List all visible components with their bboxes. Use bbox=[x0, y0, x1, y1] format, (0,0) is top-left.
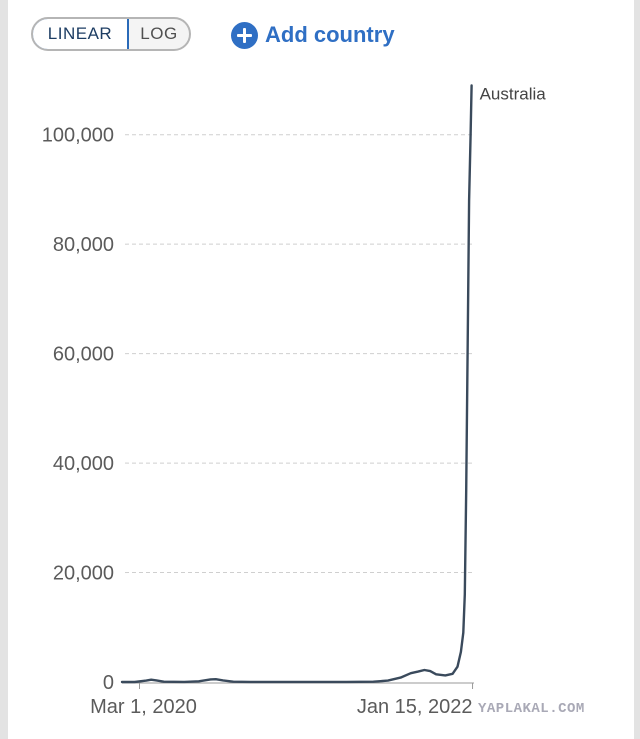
add-country-button[interactable]: Add country bbox=[231, 19, 395, 51]
y-tick-label: 40,000 bbox=[53, 453, 114, 475]
plus-circle-icon bbox=[231, 21, 258, 49]
linear-scale-button[interactable]: LINEAR bbox=[33, 19, 129, 49]
series-line-australia bbox=[120, 84, 473, 684]
y-tick-label: 100,000 bbox=[42, 125, 114, 147]
add-country-label: Add country bbox=[265, 22, 395, 47]
y-tick-label: 60,000 bbox=[53, 344, 114, 366]
y-tick-label: 20,000 bbox=[53, 563, 114, 585]
x-tick-label: Mar 1, 2020 bbox=[90, 696, 197, 718]
scale-toggle: LINEAR LOG bbox=[31, 17, 191, 51]
right-border bbox=[634, 0, 640, 739]
watermark: YAPLAKAL.COM bbox=[478, 701, 585, 717]
y-tick-label: 0 bbox=[103, 672, 114, 694]
left-border bbox=[0, 0, 8, 739]
y-tick-label: 80,000 bbox=[53, 234, 114, 256]
x-tick-label: Jan 15, 2022 bbox=[357, 696, 473, 718]
series-label-australia: Australia bbox=[480, 84, 547, 103]
y-axis-labels: 0 20,000 40,000 60,000 80,000 100,000 bbox=[42, 125, 114, 694]
x-axis: Mar 1, 2020 Jan 15, 2022 bbox=[90, 683, 474, 718]
log-scale-button[interactable]: LOG bbox=[140, 24, 178, 43]
gridlines bbox=[125, 134, 474, 574]
series-layer: Australia bbox=[120, 84, 547, 684]
